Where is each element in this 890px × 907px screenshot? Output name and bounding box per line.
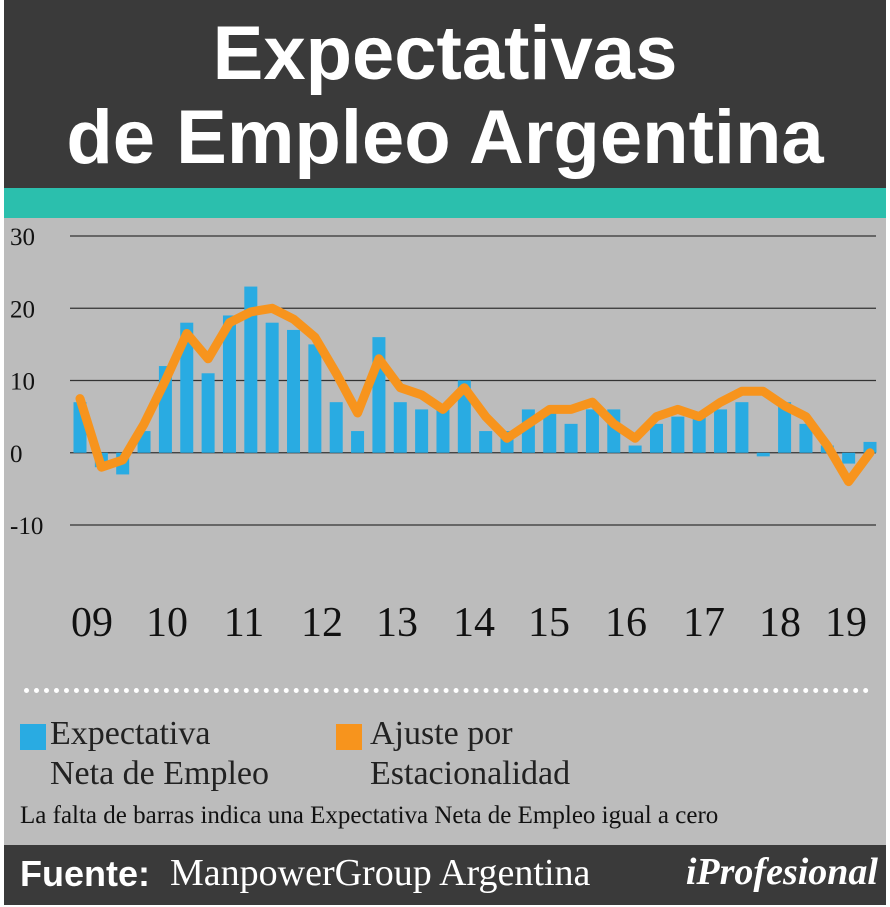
dotted-divider	[24, 688, 869, 693]
y-tick-label: -10	[10, 513, 43, 540]
source-label: Fuente:	[20, 853, 150, 894]
seasonal-adjustment-line	[75, 303, 875, 487]
x-tick-label: 12	[301, 600, 343, 646]
x-tick-label: 09	[71, 600, 113, 646]
employment-chart: 30 20 10 0 -10 09 10 11 12 13 14 15 16 17 18 19	[10, 224, 877, 646]
bar	[863, 441, 877, 453]
bar	[671, 416, 685, 453]
bar	[842, 452, 856, 464]
x-tick-label: 10	[146, 600, 188, 646]
bar	[479, 431, 493, 453]
bar	[308, 344, 322, 453]
bar	[287, 329, 301, 453]
legend-bar-swatch	[20, 724, 46, 750]
x-tick-label: 19	[825, 600, 867, 646]
bar	[222, 315, 236, 453]
bar	[265, 322, 279, 453]
brand-logo: iProfesional	[685, 851, 878, 893]
y-tick-label: 20	[10, 296, 35, 323]
legend-series2-line2: Estacionalidad	[370, 755, 571, 792]
header: Expectativas de Empleo Argentina	[4, 0, 886, 188]
title-line-2: de Empleo Argentina	[66, 95, 824, 180]
bar	[244, 286, 258, 453]
y-tick-label: 10	[10, 369, 35, 396]
bar	[564, 423, 578, 453]
legend-series1-line1: Expectativa	[50, 715, 211, 752]
x-tick-label: 18	[759, 600, 801, 646]
y-tick-label: 0	[10, 441, 23, 468]
bar	[799, 423, 813, 453]
bar	[585, 409, 599, 453]
bar	[692, 416, 706, 453]
bar	[778, 402, 792, 453]
footer: Fuente: ManpowerGroup Argentina iProfesi…	[4, 845, 886, 905]
legend-series2-line1: Ajuste por	[370, 715, 513, 752]
x-tick-label: 13	[376, 600, 418, 646]
chart-panel: 30 20 10 0 -10 09 10 11 12 13 14 15 16 17 18 19 Expecta…	[4, 218, 886, 845]
y-tick-label: 30	[10, 224, 35, 251]
bar	[180, 322, 194, 453]
chart-note: La falta de barras indica una Expectativ…	[20, 802, 719, 829]
bar	[415, 409, 429, 453]
accent-stripe	[4, 188, 886, 218]
x-tick-label: 11	[224, 600, 264, 646]
bar	[628, 445, 642, 453]
bar	[756, 452, 770, 457]
bar	[201, 373, 215, 453]
x-tick-label: 16	[605, 600, 647, 646]
bar	[351, 431, 365, 453]
x-tick-label: 15	[528, 600, 570, 646]
bar	[329, 402, 343, 453]
bar	[649, 423, 663, 453]
x-tick-label: 17	[683, 600, 725, 646]
bar	[543, 409, 557, 453]
bar	[393, 402, 407, 453]
source-name: ManpowerGroup Argentina	[170, 852, 591, 894]
title-line-1: Expectativas	[212, 11, 678, 96]
bar	[436, 409, 450, 453]
infographic: Expectativas de Empleo Argentina 30 20 10 0…	[4, 0, 886, 905]
legend-series1-line2: Neta de Empleo	[50, 755, 270, 792]
bar	[735, 402, 749, 453]
x-tick-label: 14	[453, 600, 495, 646]
bar	[714, 409, 728, 453]
legend-line-swatch	[336, 724, 362, 750]
